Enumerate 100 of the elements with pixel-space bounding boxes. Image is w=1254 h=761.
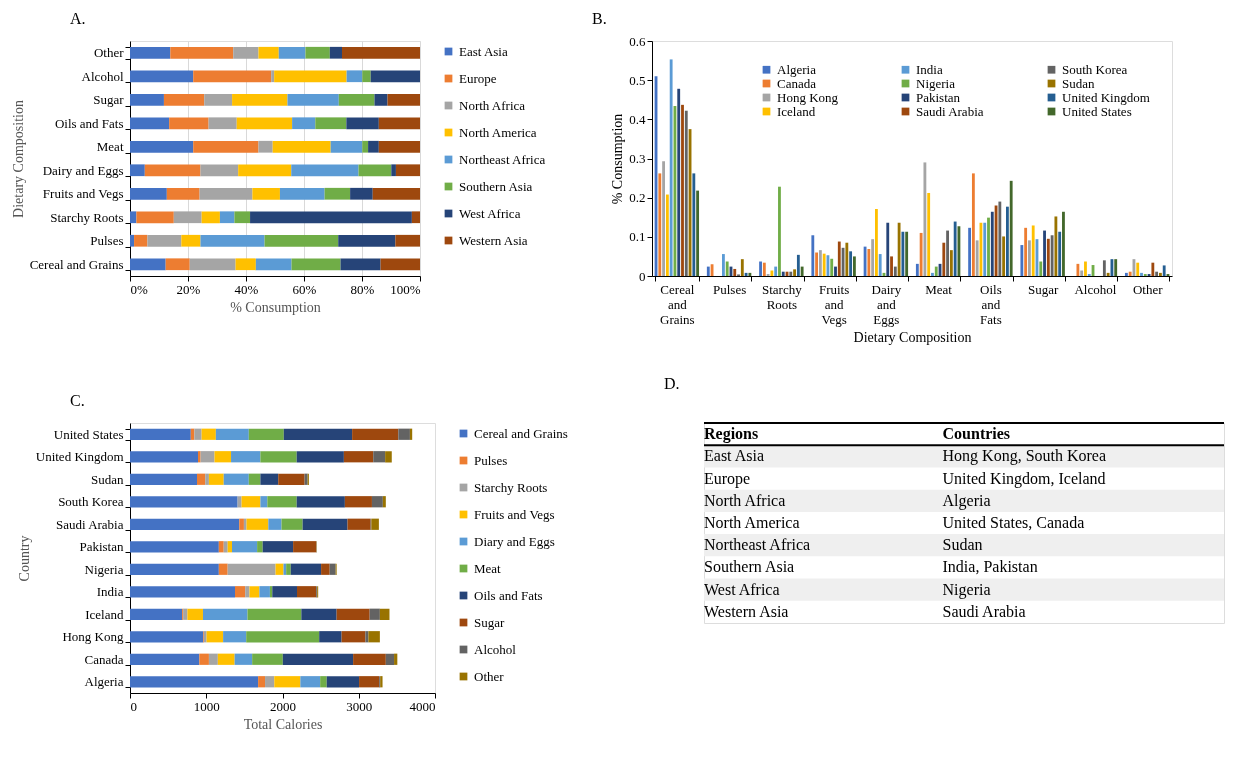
legend-label: Western Asia bbox=[459, 232, 528, 248]
bar bbox=[774, 266, 778, 276]
bar bbox=[237, 496, 242, 508]
x-tick-label: 1000 bbox=[193, 698, 220, 714]
legend-label: Southern Asia bbox=[459, 178, 533, 194]
legend-label: Diary and Eggs bbox=[474, 533, 555, 549]
bar bbox=[260, 473, 279, 485]
y-tick-label: Sudan bbox=[91, 471, 124, 487]
bar bbox=[347, 518, 371, 530]
bar bbox=[818, 250, 822, 276]
y-tick-label: Iceland bbox=[85, 606, 124, 622]
bar bbox=[234, 653, 253, 665]
x-tick-label: Dairy and Eggs bbox=[871, 281, 902, 327]
x-tick-label: 2000 bbox=[270, 698, 296, 714]
bar bbox=[197, 473, 206, 485]
legend-label: Meat bbox=[474, 560, 502, 576]
bar bbox=[208, 473, 224, 485]
bar bbox=[217, 653, 235, 665]
bar bbox=[293, 541, 317, 553]
bar bbox=[871, 239, 875, 276]
bar bbox=[915, 263, 919, 276]
bar bbox=[130, 451, 199, 463]
y-tick-label: Saudi Arabia bbox=[55, 516, 124, 532]
bar bbox=[1028, 240, 1031, 276]
bar bbox=[320, 676, 327, 688]
bar bbox=[740, 259, 744, 276]
bar bbox=[281, 518, 303, 530]
y-tick-label: Canada bbox=[84, 651, 124, 667]
text: D. bbox=[664, 375, 680, 392]
x-tick-label: Meat bbox=[925, 281, 953, 297]
legend-label: Alcohol bbox=[474, 641, 517, 657]
legend-label: Saudi Arabia bbox=[916, 103, 984, 119]
bar bbox=[130, 563, 219, 575]
bar bbox=[130, 653, 200, 665]
bar bbox=[987, 217, 990, 276]
bar bbox=[949, 250, 953, 276]
legend-label: Algeria bbox=[777, 61, 817, 77]
bar bbox=[218, 541, 224, 553]
text: Algeria bbox=[942, 491, 991, 510]
bar bbox=[260, 496, 268, 508]
y-tick-label: Hong Kong bbox=[62, 629, 124, 645]
bar bbox=[1102, 260, 1106, 276]
bar bbox=[770, 270, 774, 276]
bar bbox=[268, 518, 282, 530]
bar bbox=[762, 262, 766, 276]
bar bbox=[878, 254, 882, 276]
x-tick-label: Sugar bbox=[1027, 281, 1059, 297]
bar bbox=[725, 261, 729, 276]
text: East Asia bbox=[704, 447, 764, 465]
bar bbox=[274, 676, 301, 688]
bar bbox=[130, 541, 219, 553]
bar bbox=[252, 653, 283, 665]
text: West Africa bbox=[704, 580, 780, 598]
bar bbox=[130, 473, 198, 485]
bar bbox=[385, 653, 395, 665]
text: Northeast Africa bbox=[704, 536, 811, 554]
bar bbox=[371, 496, 383, 508]
bar bbox=[1076, 263, 1080, 276]
bar bbox=[223, 631, 247, 643]
bar bbox=[1140, 272, 1143, 276]
bar bbox=[232, 541, 258, 553]
legend-label: Northeast Africa bbox=[459, 151, 546, 167]
bar bbox=[365, 631, 369, 643]
bar bbox=[901, 231, 905, 276]
x-tick-label: 100% bbox=[390, 281, 421, 297]
x-tick-label: 4000 bbox=[409, 698, 436, 714]
bar bbox=[923, 162, 927, 276]
bar bbox=[198, 451, 201, 463]
y-tick-label: Cereal and Grains bbox=[29, 256, 124, 272]
bar bbox=[811, 235, 815, 276]
x-axis-title: Total Calories bbox=[243, 716, 323, 732]
bar bbox=[662, 161, 666, 276]
bar bbox=[353, 653, 386, 665]
y-tick-label: 0 bbox=[639, 268, 646, 284]
bar bbox=[677, 88, 681, 276]
text: Nigeria bbox=[942, 580, 991, 599]
bar bbox=[845, 242, 849, 276]
y-tick-label: 0.6 bbox=[629, 33, 646, 49]
bar bbox=[267, 496, 297, 508]
y-tick-label: Fruits and Vegs bbox=[42, 186, 124, 202]
bar bbox=[290, 563, 322, 575]
bar bbox=[1005, 206, 1009, 276]
bar bbox=[822, 253, 826, 276]
bar bbox=[875, 209, 878, 276]
bar bbox=[373, 451, 386, 463]
y-tick-label: 0.2 bbox=[629, 190, 646, 206]
bar bbox=[398, 428, 410, 440]
bar bbox=[368, 631, 380, 643]
bar bbox=[759, 261, 762, 276]
legend-label: Cereal and Grains bbox=[474, 425, 568, 441]
bar bbox=[130, 608, 183, 620]
bar bbox=[669, 59, 673, 276]
bar bbox=[1084, 261, 1087, 276]
bar bbox=[301, 608, 337, 620]
bar bbox=[983, 222, 987, 276]
bar bbox=[130, 586, 235, 598]
bar bbox=[1009, 180, 1013, 276]
bar bbox=[781, 271, 785, 276]
bar bbox=[246, 518, 269, 530]
y-tick-label: Algeria bbox=[84, 674, 124, 690]
